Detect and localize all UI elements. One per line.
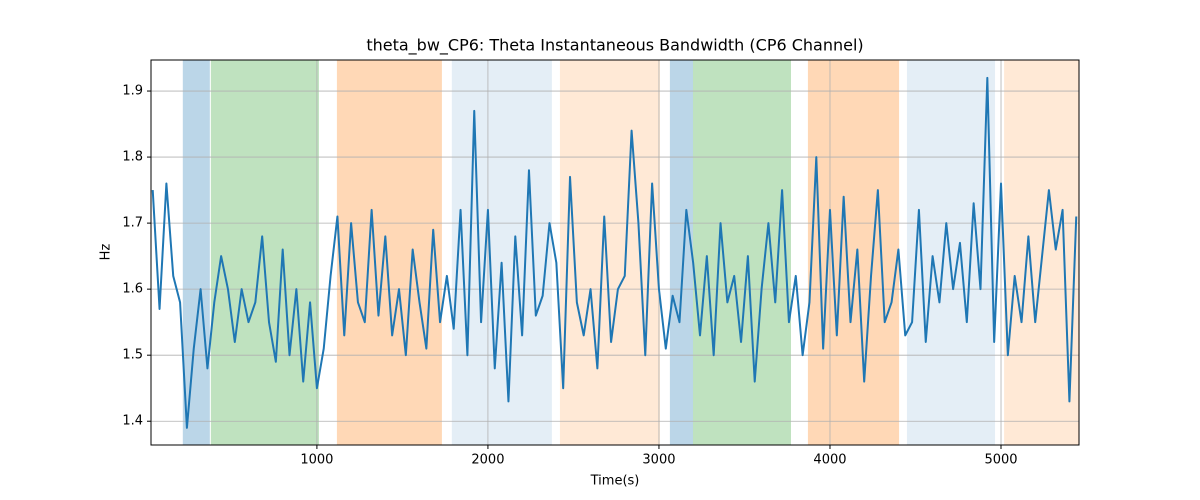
shaded-span (451, 60, 552, 445)
y-tick-label: 1.7 (122, 216, 143, 231)
y-tick-label: 1.8 (122, 150, 143, 165)
x-tick-label: 5000 (984, 453, 1017, 468)
shaded-span (692, 60, 791, 445)
x-axis-label: Time(s) (590, 474, 640, 489)
data-line (151, 76, 1078, 429)
x-tick-label: 1000 (300, 453, 333, 468)
plot-frame (150, 59, 1080, 446)
y-axis-label: Hz (99, 244, 114, 261)
x-tick-label: 4000 (813, 453, 846, 468)
y-tick-label: 1.9 (122, 84, 143, 99)
x-tick-label: 3000 (642, 453, 675, 468)
y-tick-label: 1.6 (122, 282, 143, 297)
shaded-span (210, 60, 319, 445)
shaded-span (669, 60, 693, 445)
y-tick-label: 1.4 (122, 414, 143, 429)
shaded-span (559, 60, 660, 445)
x-tick-label: 2000 (471, 453, 504, 468)
y-tick-label: 1.5 (122, 348, 143, 363)
shaded-span (182, 60, 210, 445)
shaded-span (807, 60, 900, 445)
chart-title: theta_bw_CP6: Theta Instantaneous Bandwi… (366, 36, 863, 56)
